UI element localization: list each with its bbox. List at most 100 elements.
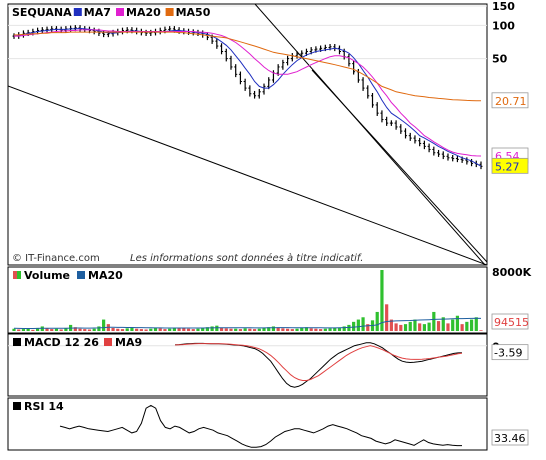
volume-bar: [158, 328, 162, 331]
legend-swatch: [13, 338, 21, 346]
volume-bar: [342, 326, 346, 331]
price-ytick-label: 100: [492, 19, 515, 32]
volume-bar: [243, 328, 247, 331]
macd-panel-frame: [7, 333, 488, 397]
volume-bar: [281, 328, 285, 331]
volume-bar: [210, 326, 214, 331]
volume-bar: [12, 328, 16, 331]
legend-label: MA20: [88, 269, 123, 282]
volume-bar: [26, 328, 30, 331]
volume-bar: [465, 321, 469, 331]
rsi-line: [59, 404, 462, 448]
trendline-upper: [254, 4, 486, 265]
volume-ma20-line: [13, 317, 482, 329]
volume-bar: [309, 328, 313, 331]
volume-bar: [64, 327, 68, 331]
volume-bar: [201, 327, 205, 331]
volume-bar: [271, 326, 276, 331]
legend-label: MA50: [176, 6, 211, 19]
volume-bar: [73, 327, 77, 331]
legend-label: MA20: [126, 6, 161, 19]
volume-bar: [102, 319, 106, 331]
volume-bar: [21, 329, 26, 331]
volume-bar: [304, 327, 309, 331]
price-legend: SEQUANA MA7 MA20 MA50: [12, 6, 211, 19]
volume-bar: [168, 328, 172, 331]
volume-bar: [267, 327, 271, 331]
volume-bar: [427, 322, 431, 331]
legend-swatch: [116, 8, 124, 16]
volume-bar: [380, 270, 384, 331]
volume-bar: [290, 329, 294, 331]
volume-bar: [323, 328, 327, 331]
volume-bar: [186, 328, 191, 331]
legend-swatch: [17, 271, 21, 279]
volume-bar: [224, 328, 228, 331]
volume-bar: [35, 327, 40, 331]
value-label: 5.27: [495, 160, 520, 173]
volume-bar: [78, 328, 82, 331]
volume-bar: [111, 327, 115, 331]
legend-label: MACD 12 26: [24, 336, 99, 349]
volume-ytick-label: 8000K: [492, 266, 532, 279]
volume-bar: [356, 319, 360, 331]
value-label-box: [491, 157, 529, 174]
volume-bar: [83, 329, 87, 331]
volume-bar: [172, 327, 176, 331]
legend-label: Volume: [24, 269, 70, 282]
volume-bar: [144, 329, 148, 331]
value-label: -3.59: [494, 347, 522, 360]
volume-bar: [149, 328, 153, 331]
source-text: © IT-Finance.com: [12, 253, 100, 264]
volume-bar: [97, 326, 101, 331]
volume-bar: [436, 321, 441, 331]
volume-bar: [54, 328, 59, 331]
volume-bar: [418, 323, 422, 331]
volume-bar: [191, 329, 195, 331]
volume-bar: [375, 311, 379, 331]
volume-bar: [451, 319, 455, 331]
volume-bar: [479, 330, 483, 331]
volume-bar: [366, 324, 370, 331]
volume-bar: [469, 319, 474, 331]
volume-bar: [205, 327, 210, 331]
volume-bar: [219, 327, 224, 331]
price-plot: [8, 4, 487, 265]
volume-bar: [163, 329, 167, 331]
volume-bar: [229, 328, 233, 331]
volume-bar: [399, 324, 403, 331]
volume-bar: [432, 311, 436, 331]
volume-bar: [385, 304, 389, 331]
volume-bar: [361, 317, 365, 331]
legend-swatch: [165, 8, 174, 16]
volume-bar: [17, 329, 21, 331]
volume-bar: [182, 328, 186, 331]
volume-bar: [238, 329, 243, 331]
macd-series-line: [174, 343, 463, 381]
volume-bar: [474, 317, 478, 331]
value-label-box: [491, 429, 529, 446]
volume-bar: [413, 319, 417, 331]
price-ytick-label: 150: [492, 0, 515, 13]
volume-bar: [394, 323, 398, 331]
legend-label: RSI 14: [24, 400, 64, 413]
value-label-box: [491, 313, 529, 330]
legend-label: MA9: [115, 336, 142, 349]
series-ma20-line: [14, 29, 482, 157]
legend-label: MA7: [84, 6, 111, 19]
volume-bar: [403, 324, 408, 331]
legend-swatch: [104, 338, 112, 346]
volume-bar: [50, 329, 54, 331]
volume-bar: [389, 319, 393, 331]
volume-bar: [153, 327, 158, 331]
price-panel-frame: [7, 3, 488, 266]
price-ytick-label: 50: [492, 53, 508, 66]
volume-bar: [446, 323, 450, 331]
volume-bar: [276, 327, 280, 331]
volume-bar: [319, 329, 323, 331]
volume-bar: [352, 321, 356, 331]
value-label-box: [491, 344, 529, 361]
rsi-panel-frame: [7, 397, 488, 451]
volume-bar: [337, 327, 342, 331]
